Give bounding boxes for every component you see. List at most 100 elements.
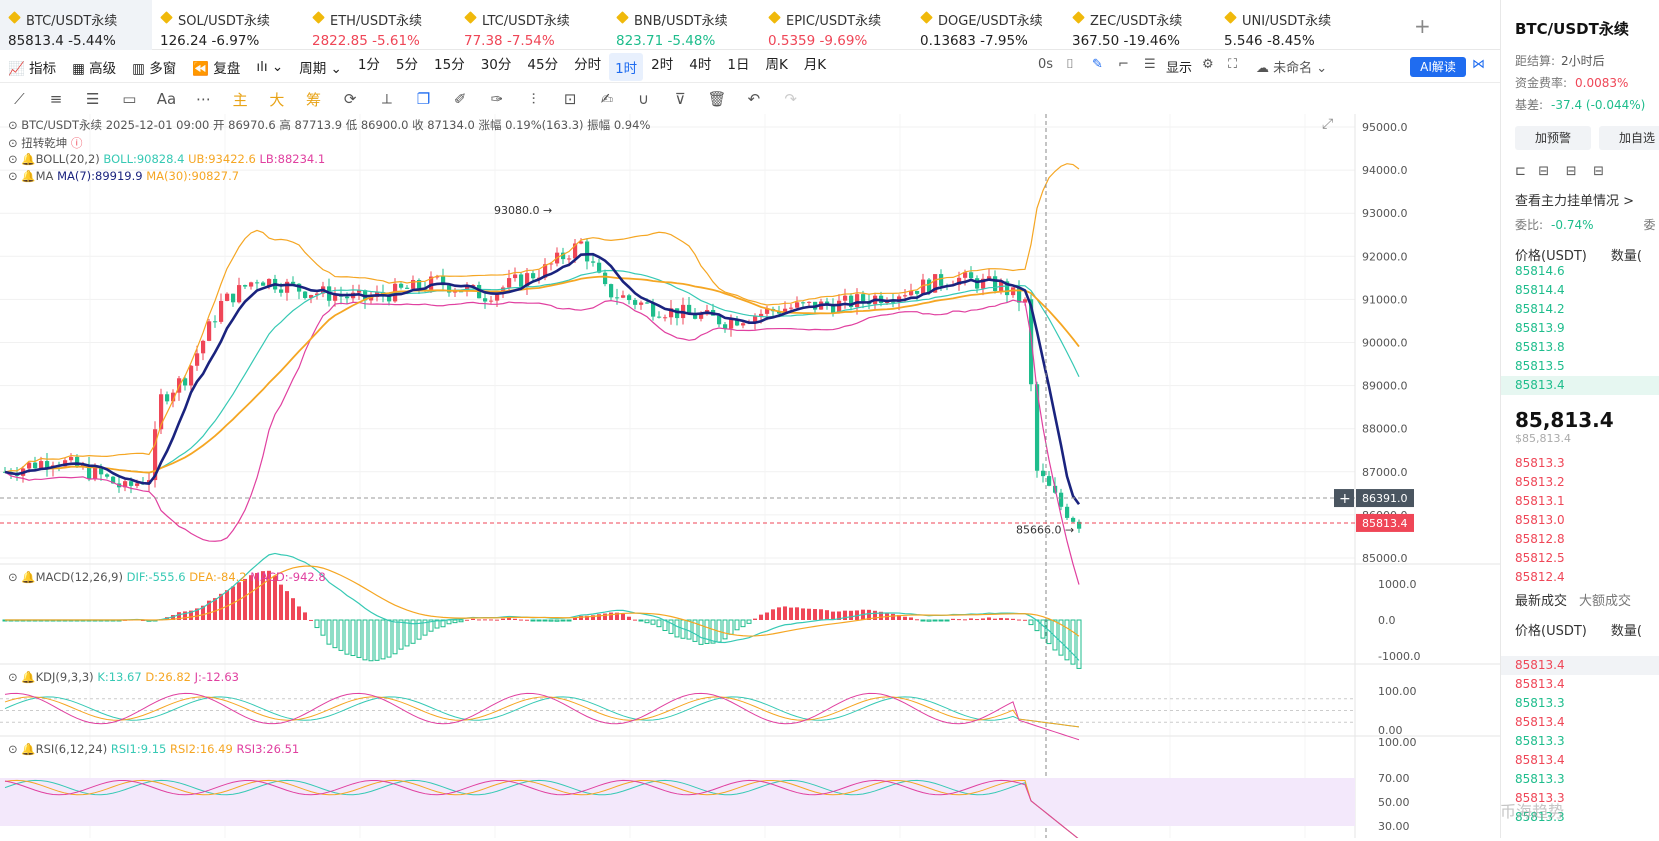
add-alert-button[interactable]: 加预警 — [1515, 126, 1591, 150]
candle-body — [753, 315, 758, 323]
settings-icon[interactable]: ⚙ — [1202, 57, 1214, 72]
brush-icon[interactable]: ✐ — [453, 90, 467, 108]
ask-row[interactable]: 85813.4 — [1501, 376, 1659, 395]
main-orders-link[interactable]: 查看主力挂单情况 > — [1515, 194, 1635, 209]
crop-icon[interactable]: ⌐ — [1118, 57, 1129, 72]
symbol-tab[interactable]: SOL/USDT永续 126.24 -6.97% — [152, 0, 304, 50]
symbol-tab[interactable]: UNI/USDT永续 5.546 -8.45% — [1216, 0, 1368, 50]
lock-icon[interactable]: ⊡ — [563, 90, 577, 108]
ask-row[interactable]: 85813.5 — [1515, 359, 1565, 373]
period-dropdown[interactable]: 周期 ⌄ — [299, 60, 342, 77]
interval-button[interactable]: 45分 — [527, 56, 559, 73]
layout-dropdown[interactable]: ☁ 未命名 ⌄ — [1256, 61, 1328, 76]
display-button[interactable]: 显示 — [1166, 61, 1193, 76]
ask-row[interactable]: 85813.9 — [1515, 321, 1565, 335]
interval-button[interactable]: 周K — [765, 56, 788, 73]
interval-button[interactable]: 5分 — [395, 56, 419, 73]
candle-body — [435, 276, 440, 278]
low-label: 85666.0 → — [1016, 523, 1074, 536]
interval-button[interactable]: 4时 — [689, 56, 712, 73]
fullscreen-icon[interactable]: ⛶ — [1228, 57, 1238, 72]
candle-body — [171, 392, 176, 402]
text-tool-icon[interactable]: Aa — [156, 90, 177, 108]
main-force-button[interactable]: 主 — [232, 90, 248, 109]
add-tab-button[interactable]: + — [1414, 14, 1431, 38]
interval-button[interactable]: 月K — [803, 56, 827, 73]
parallel-tool-icon[interactable]: ☰ — [85, 90, 100, 108]
bid-row[interactable]: 85813.3 — [1515, 456, 1565, 470]
pen-icon[interactable]: ✑ — [490, 90, 504, 108]
bid-row[interactable]: 85813.2 — [1515, 475, 1565, 489]
edit-icon[interactable]: ✍ — [600, 90, 614, 108]
symbol-tab[interactable]: BTC/USDT永续 85813.4 -5.44% — [0, 0, 152, 50]
add-favorite-button[interactable]: 加自选 — [1599, 126, 1659, 150]
chart-type-button[interactable]: ılı ⌄ — [256, 58, 284, 75]
interval-button[interactable]: 分时 — [574, 56, 602, 73]
ma30-line — [4, 275, 1080, 476]
symbol-tab[interactable]: DOGE/USDT永续 0.13683 -7.95% — [912, 0, 1064, 50]
ruler-icon[interactable]: ⟂ — [381, 90, 392, 108]
chart-area[interactable]: 95000.0 94000.0 93000.0 92000.0 91000.0 90000… — [0, 114, 1500, 840]
macd-bar — [189, 610, 193, 620]
indicator-button[interactable]: 📈 指标 — [0, 57, 64, 77]
rect-tool-icon[interactable]: ▭ — [122, 90, 137, 108]
symbol-tab[interactable]: ZEC/USDT永续 367.50 -19.46% — [1064, 0, 1216, 50]
ask-row[interactable]: 85814.4 — [1515, 283, 1565, 297]
ask-row[interactable]: 85813.8 — [1515, 340, 1565, 354]
macd-bar — [944, 619, 950, 622]
list-icon[interactable]: ☰ — [1144, 57, 1156, 72]
symbol-tab[interactable]: LTC/USDT永续 77.38 -7.54% — [456, 0, 608, 50]
symbol-tab[interactable]: BNB/USDT永续 823.71 -5.48% — [608, 0, 760, 50]
chips-button[interactable]: 筹 — [305, 90, 321, 109]
kdj-k-value: K:13.67 — [97, 670, 142, 684]
pattern-icon[interactable]: ⟳ — [343, 90, 357, 108]
magnet-icon[interactable]: ∪ — [638, 90, 650, 108]
price-chart-svg[interactable]: 95000.0 94000.0 93000.0 92000.0 91000.0 90000… — [0, 114, 1500, 840]
ask-row[interactable]: 85814.6 — [1515, 264, 1565, 278]
interval-button[interactable]: 1分 — [357, 56, 380, 73]
interval-button[interactable]: 1时 — [609, 52, 644, 81]
bid-row[interactable]: 85813.0 — [1515, 513, 1565, 527]
pencil-icon[interactable]: ✎ — [1092, 57, 1103, 72]
symbol-tab[interactable]: ETH/USDT永续 2822.85 -5.61% — [304, 0, 456, 50]
big-order-button[interactable]: 大 — [269, 90, 285, 109]
col-price: 价格(USDT) — [1515, 249, 1587, 264]
orderbook-view-icons[interactable]: ⊏ ⊟ ⊟ ⊟ — [1515, 164, 1605, 179]
filter-icon[interactable]: ⊽ — [674, 90, 686, 108]
bid-row[interactable]: 85813.1 — [1515, 494, 1565, 508]
ask-row[interactable]: 85814.2 — [1515, 302, 1565, 316]
advanced-button[interactable]: ▦ 高级 — [64, 57, 124, 77]
bid-row[interactable]: 85812.5 — [1515, 551, 1565, 565]
undo-icon[interactable]: ↶ — [747, 90, 761, 108]
camera-icon[interactable]: ⌷ — [1066, 57, 1074, 72]
interval-button[interactable]: 15分 — [434, 56, 465, 73]
interval-button[interactable]: 1日 — [727, 56, 750, 73]
candle-body — [519, 274, 524, 287]
interval-button[interactable]: 2时 — [651, 56, 674, 73]
symbol-tab[interactable]: EPIC/USDT永续 0.5359 -9.69% — [760, 0, 912, 50]
ai-analysis-button[interactable]: AI解读 — [1410, 57, 1466, 77]
replay-button[interactable]: ⏪ 复盘 — [184, 57, 248, 77]
more-tools-icon[interactable]: ⋯ — [195, 90, 211, 108]
share-icon[interactable]: ⋈ — [1472, 57, 1485, 72]
large-trades-tab[interactable]: 大额成交 — [1579, 594, 1632, 609]
multi-window-button[interactable]: ▥ 多窗 — [124, 57, 184, 77]
tab-name: EPIC/USDT永续 — [768, 10, 912, 29]
bid-row[interactable]: 85812.8 — [1515, 532, 1565, 546]
tab-price: 2822.85 -5.61% — [312, 33, 456, 49]
measure-icon[interactable]: ⫶ — [531, 90, 536, 108]
tab-name: LTC/USDT永续 — [464, 10, 608, 29]
redo-icon[interactable]: ↷ — [784, 90, 797, 108]
candle-body — [33, 462, 38, 469]
bid-row[interactable]: 85812.4 — [1515, 570, 1565, 584]
latest-trades-tab[interactable]: 最新成交 — [1515, 594, 1568, 609]
candle-body — [783, 308, 788, 314]
copy-icon[interactable]: ❐ — [416, 90, 431, 108]
hline-tool-icon[interactable]: ≡ — [49, 90, 63, 108]
interval-button[interactable]: 30分 — [480, 56, 512, 73]
macd-bar — [969, 618, 973, 620]
macd-bar — [831, 611, 835, 620]
collapse-icon[interactable]: ⊙ — [8, 118, 18, 132]
delete-icon[interactable]: 🗑 — [707, 90, 727, 108]
line-tool-icon[interactable]: ⟋ — [14, 90, 25, 108]
